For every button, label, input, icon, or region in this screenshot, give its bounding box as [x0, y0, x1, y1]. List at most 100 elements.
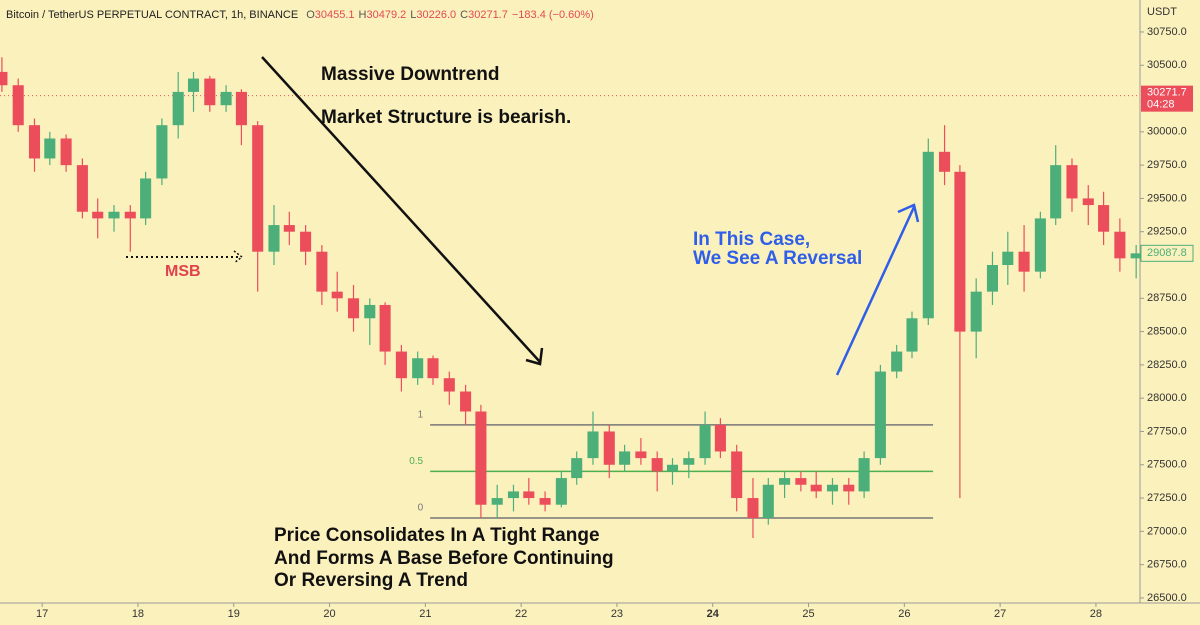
candle-body	[779, 478, 791, 485]
candle-body	[539, 498, 551, 505]
candle-body	[939, 151, 951, 172]
candle-body	[651, 458, 663, 472]
annotation: Market Structure is bearish.	[321, 107, 571, 128]
ohlc-value: 30226.0	[416, 9, 456, 21]
last-price-timer: 04:28	[1147, 99, 1175, 111]
candle-body	[460, 391, 472, 412]
candle-body	[140, 178, 152, 219]
candle-body	[12, 85, 24, 126]
candle-body	[364, 304, 376, 319]
candle-body	[810, 484, 822, 492]
x-tick-label: 21	[419, 608, 431, 620]
fib-ratio: 1	[418, 409, 424, 420]
candle-body	[747, 498, 759, 519]
candle-body	[874, 371, 886, 459]
candle-body	[379, 304, 391, 352]
x-tick-label: 22	[515, 608, 527, 620]
fib-ratio: 0	[418, 503, 424, 514]
candle-body	[587, 431, 599, 459]
y-tick-label: 30000.0	[1147, 126, 1187, 138]
x-tick-label: 18	[132, 608, 144, 620]
ohlc-key: C	[460, 9, 468, 21]
candle-body	[60, 138, 72, 166]
candle-body	[1002, 251, 1014, 266]
x-tick-label: 24	[707, 608, 720, 620]
candle-body	[268, 225, 280, 252]
x-tick-label: 20	[323, 608, 335, 620]
candle-body	[523, 491, 535, 499]
y-tick-label: 27000.0	[1147, 525, 1187, 537]
candle-body	[156, 125, 168, 179]
candle-body	[443, 378, 455, 392]
y-tick-label: 27250.0	[1147, 492, 1187, 504]
candle-body	[843, 484, 855, 492]
candle-body	[1130, 253, 1142, 259]
candle-body	[28, 125, 41, 159]
last-price-label: 30271.7	[1147, 87, 1187, 99]
ohlc-value: 30479.2	[366, 9, 406, 21]
change: −183.4 (−0.60%)	[512, 9, 594, 21]
candle-body	[891, 351, 903, 372]
annotation: Or Reversing A Trend	[274, 570, 468, 591]
candle-body	[92, 211, 104, 219]
candle-body	[619, 451, 631, 465]
candle-body	[699, 424, 711, 459]
header: Bitcoin / TetherUS PERPETUAL CONTRACT, 1…	[6, 9, 594, 21]
candle-body	[555, 478, 567, 505]
x-tick-label: 28	[1090, 608, 1102, 620]
ohlc-key: L	[410, 9, 416, 21]
annotation: Massive Downtrend	[321, 64, 499, 85]
annotation: And Forms A Base Before Continuing	[274, 548, 614, 569]
ohlc-key: O	[306, 9, 315, 21]
down-arrow-head	[525, 347, 544, 366]
candle-body	[906, 318, 918, 352]
candle-body	[731, 451, 743, 499]
y-tick-label: 29250.0	[1147, 226, 1187, 238]
candle-body	[235, 91, 247, 126]
x-tick-label: 26	[898, 608, 910, 620]
candle-body	[331, 291, 343, 299]
candle-body	[714, 424, 726, 452]
candle-body	[1018, 251, 1030, 272]
x-tick-label: 27	[994, 608, 1006, 620]
candle-body	[1066, 165, 1078, 199]
candle-body	[252, 125, 264, 252]
candle-body	[412, 358, 424, 379]
y-tick-label: 30750.0	[1147, 26, 1187, 38]
candle-body	[986, 265, 999, 292]
candle-body	[795, 478, 807, 485]
y-tick-label: 26750.0	[1147, 559, 1187, 571]
candle-body	[187, 78, 200, 92]
candle-body	[1034, 218, 1046, 272]
candle-body	[507, 491, 520, 499]
y-tick-label: 27750.0	[1147, 425, 1187, 437]
up-arrow-head	[897, 203, 920, 223]
annotation: We See A Reversal	[693, 248, 862, 269]
candle-body	[76, 165, 88, 212]
candle-body	[44, 138, 56, 159]
candle-body	[635, 451, 647, 459]
x-tick-label: 25	[802, 608, 814, 620]
candle-body	[172, 91, 184, 126]
fib-ratio: 0.5	[409, 456, 423, 467]
y-tick-label: 29500.0	[1147, 192, 1187, 204]
candle-body	[0, 71, 8, 86]
candle-body	[300, 231, 312, 252]
ohlc-value: 30271.7	[468, 9, 508, 21]
annotation: In This Case,	[693, 229, 810, 250]
mark-price-box	[1140, 244, 1194, 262]
symbol-title: Bitcoin / TetherUS PERPETUAL CONTRACT, 1…	[6, 9, 298, 21]
last-price-box	[1141, 85, 1193, 112]
candle-body	[571, 458, 583, 479]
candle-body	[922, 151, 934, 319]
candle-body	[108, 211, 120, 219]
x-tick-label: 17	[36, 608, 48, 620]
candle-body	[204, 78, 216, 106]
candle-body	[220, 91, 232, 106]
candle-body	[1050, 165, 1062, 219]
candle-body	[1098, 205, 1110, 232]
ohlc-key: H	[359, 9, 367, 21]
